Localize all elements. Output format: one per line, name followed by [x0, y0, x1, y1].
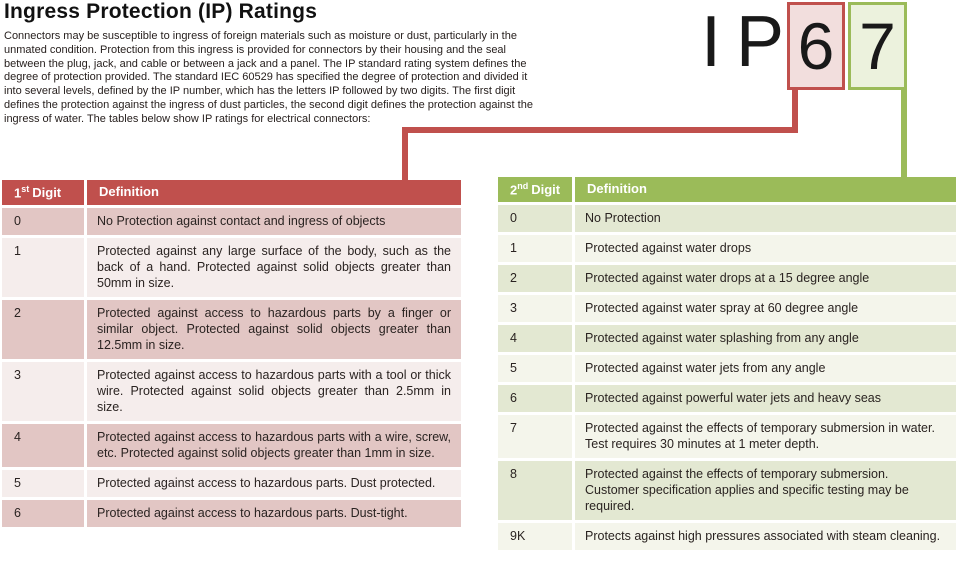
definition-cell: Protects against high pressures associat… — [575, 523, 956, 551]
digit-cell: 2 — [498, 265, 572, 293]
ip-first-digit: 6 — [797, 9, 835, 83]
table-row: 0 No Protection against contact and ingre… — [2, 208, 461, 236]
definition-cell: Protected against water drops — [575, 235, 956, 263]
digit-cell: 5 — [2, 470, 84, 498]
digit-cell: 5 — [498, 355, 572, 383]
definition-cell: Protected against access to hazardous pa… — [87, 470, 461, 498]
digit-cell: 4 — [2, 424, 84, 468]
second-digit-table: 2nd Digit Definition 0 No Protection 1 Prote… — [498, 177, 956, 551]
definition-cell: Protected against water splashing from a… — [575, 325, 956, 353]
digit-cell: 6 — [498, 385, 572, 413]
table-row: 4 Protected against access to hazardous p… — [2, 424, 461, 468]
table-row: 4 Protected against water splashing from … — [498, 325, 956, 353]
first-digit-connector-vertical-top — [792, 89, 798, 133]
definition-cell: Protected against water jets from any an… — [575, 355, 956, 383]
table-row: 2 Protected against access to hazardous p… — [2, 300, 461, 360]
table-body: 0 No Protection 1 Protected against water d… — [498, 205, 956, 551]
table-header: 1st Digit Definition — [2, 180, 461, 206]
table-body: 0 No Protection against contact and ingre… — [2, 208, 461, 528]
header-digit-cell: 2nd Digit — [498, 177, 572, 203]
header-definition-cell: Definition — [87, 180, 461, 206]
table-row: 1 Protected against any large surface of … — [2, 238, 461, 298]
digit-cell: 0 — [2, 208, 84, 236]
definition-cell: No Protection against contact and ingres… — [87, 208, 461, 236]
digit-cell: 1 — [498, 235, 572, 263]
table-row: 3 Protected against water spray at 60 deg… — [498, 295, 956, 323]
table-header: 2nd Digit Definition — [498, 177, 956, 203]
table-row: 5 Protected against water jets from any a… — [498, 355, 956, 383]
table-row: 6 Protected against access to hazardous p… — [2, 500, 461, 528]
table-row: 0 No Protection — [498, 205, 956, 233]
table-row: 1 Protected against water drops — [498, 235, 956, 263]
first-digit-connector-horizontal — [402, 127, 798, 133]
digit-cell: 1 — [2, 238, 84, 298]
digit-cell: 0 — [498, 205, 572, 233]
ip-first-digit-box: 6 — [787, 2, 845, 90]
table-row: 7 Protected against the effects of tempor… — [498, 415, 956, 459]
digit-cell: 6 — [2, 500, 84, 528]
header-definition-cell: Definition — [575, 177, 956, 203]
page-title: Ingress Protection (IP) Ratings — [4, 0, 318, 23]
ip-second-digit: 7 — [859, 9, 896, 83]
table-row: 6 Protected against powerful water jets a… — [498, 385, 956, 413]
definition-cell: Protected against water drops at a 15 de… — [575, 265, 956, 293]
table-row: 8 Protected against the effects of tempor… — [498, 461, 956, 521]
second-digit-connector-vertical — [901, 89, 907, 180]
first-digit-connector-vertical-bottom — [402, 127, 408, 183]
intro-paragraph: Connectors may be susceptible to ingress… — [4, 30, 533, 125]
definition-cell: Protected against the effects of tempora… — [575, 415, 956, 459]
digit-cell: 3 — [498, 295, 572, 323]
definition-cell: Protected against access to hazardous pa… — [87, 500, 461, 528]
definition-cell: Protected against the effects of tempora… — [575, 461, 956, 521]
definition-cell: Protected against access to hazardous pa… — [87, 424, 461, 468]
ip-letter-i: I — [701, 2, 722, 82]
table-row: 3 Protected against access to hazardous p… — [2, 362, 461, 422]
ip-second-digit-box: 7 — [848, 2, 907, 90]
digit-cell: 3 — [2, 362, 84, 422]
definition-cell: Protected against access to hazardous pa… — [87, 362, 461, 422]
definition-cell: No Protection — [575, 205, 956, 233]
definition-cell: Protected against access to hazardous pa… — [87, 300, 461, 360]
definition-cell: Protected against powerful water jets an… — [575, 385, 956, 413]
digit-cell: 8 — [498, 461, 572, 521]
table-row: 5 Protected against access to hazardous p… — [2, 470, 461, 498]
table-row: 2 Protected against water drops at a 15 d… — [498, 265, 956, 293]
digit-cell: 2 — [2, 300, 84, 360]
digit-cell: 9K — [498, 523, 572, 551]
definition-cell: Protected against any large surface of t… — [87, 238, 461, 298]
first-digit-table: 1st Digit Definition 0 No Protection again… — [2, 180, 461, 528]
ip-letter-p: P — [736, 2, 785, 82]
digit-cell: 7 — [498, 415, 572, 459]
table-row: 9K Protects against high pressures associ… — [498, 523, 956, 551]
definition-cell: Protected against water spray at 60 degr… — [575, 295, 956, 323]
digit-cell: 4 — [498, 325, 572, 353]
header-digit-cell: 1st Digit — [2, 180, 84, 206]
